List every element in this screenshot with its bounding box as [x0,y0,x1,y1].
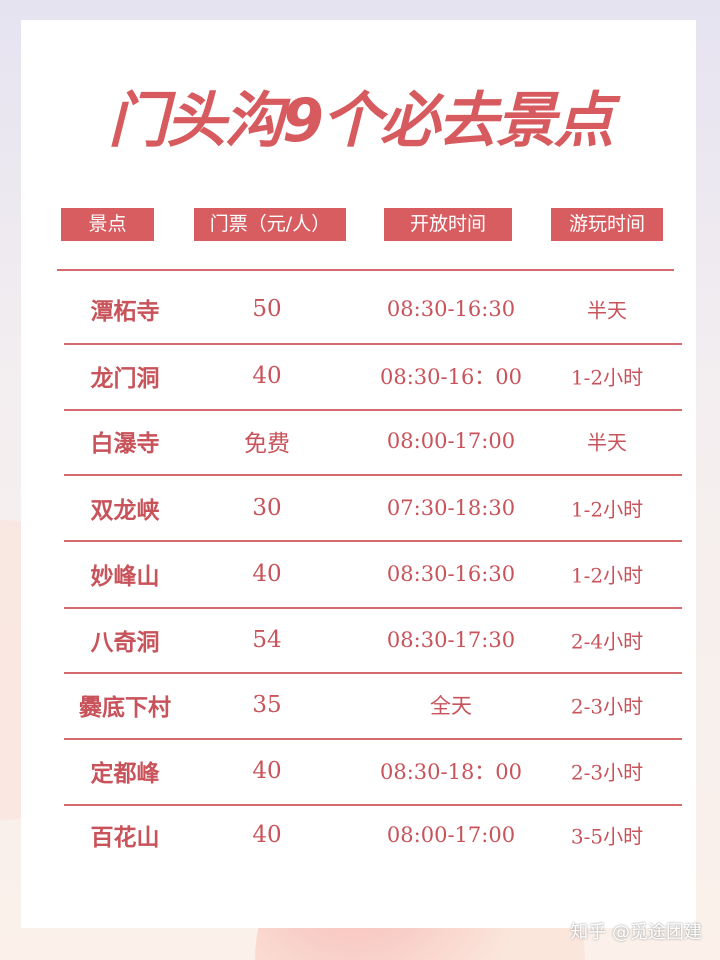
row-divider [57,269,674,271]
header-attraction: 景点 [61,208,154,241]
ticket-price: 50 [252,296,282,322]
opening-hours: 07:30-18:30 [386,496,516,520]
watermark: 知乎 @觅途团建 [570,922,702,943]
opening-hours: 08:30-16：00 [379,365,523,389]
opening-hours: 全天 [430,694,472,718]
row-divider [64,540,682,542]
opening-hours: 08:00-17:00 [386,429,516,453]
ticket-price: 40 [252,822,282,848]
attraction-name: 八奇洞 [90,629,160,656]
row-divider [64,343,682,345]
row-divider [64,409,682,411]
play-duration: 半天 [587,430,627,455]
ticket-price: 30 [252,495,282,521]
row-divider [64,607,682,609]
page-title: 门头沟9个必去景点 [108,86,614,156]
attraction-name: 双龙峡 [90,497,160,524]
attraction-name: 潭柘寺 [90,298,160,325]
attraction-name: 定都峰 [90,760,160,787]
opening-hours: 08:30-16:30 [386,297,516,321]
row-divider [64,672,682,674]
ticket-price: 40 [252,758,282,784]
ticket-price: 40 [252,561,282,587]
header-hours: 开放时间 [384,208,512,241]
opening-hours: 08:30-18：00 [379,760,523,784]
attraction-name: 百花山 [90,824,160,851]
play-duration: 2-4小时 [570,629,644,654]
header-duration: 游玩时间 [551,208,663,241]
ticket-price: 54 [252,627,282,653]
play-duration: 半天 [587,298,627,323]
play-duration: 1-2小时 [570,563,644,588]
play-duration: 3-5小时 [570,824,644,849]
opening-hours: 08:30-17:30 [386,628,516,652]
ticket-price: 40 [252,363,282,389]
play-duration: 1-2小时 [570,365,644,390]
header-ticket: 门票（元/人） [194,208,346,241]
ticket-price: 35 [252,692,282,718]
row-divider [64,804,682,806]
play-duration: 1-2小时 [570,497,644,522]
row-divider [64,474,682,476]
opening-hours: 08:30-16:30 [386,562,516,586]
row-divider [64,738,682,740]
attraction-name: 爨底下村 [79,694,171,721]
play-duration: 2-3小时 [570,760,644,785]
attraction-name: 龙门洞 [90,365,160,392]
attraction-name: 白瀑寺 [90,430,160,457]
opening-hours: 08:00-17:00 [386,823,516,847]
play-duration: 2-3小时 [570,694,644,719]
attraction-name: 妙峰山 [90,563,160,590]
ticket-price: 免费 [244,431,290,457]
